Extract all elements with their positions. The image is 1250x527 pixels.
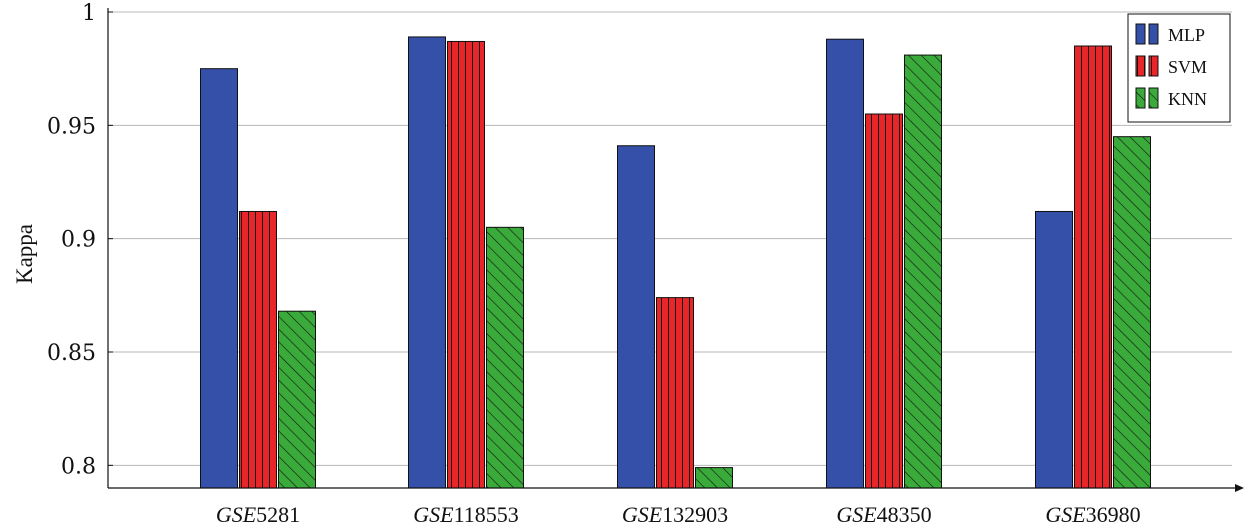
legend-swatch-knn — [1148, 87, 1159, 109]
bar-knn-gse36980 — [1113, 136, 1151, 489]
legend-swatch-mlp — [1148, 23, 1159, 45]
bar-mlp-gse48350 — [826, 38, 864, 489]
x-tick-label: GSE48350 — [836, 502, 931, 527]
legend-label-svm: SVM — [1168, 57, 1207, 77]
y-tick-label: 0.8 — [61, 454, 96, 479]
x-tick-label-prefix: GSE — [622, 502, 663, 527]
x-tick-label-number: 48350 — [877, 502, 932, 527]
x-tick-label-prefix: GSE — [836, 502, 877, 527]
x-tick-label-number: 36980 — [1086, 502, 1141, 527]
y-axis-label: Kappa — [12, 224, 37, 284]
bar-mlp-gse5281 — [200, 68, 238, 489]
bar-mlp-gse132903 — [617, 145, 655, 489]
legend-label-mlp: MLP — [1168, 25, 1205, 45]
bar-knn-gse5281 — [278, 310, 316, 489]
x-tick-label: GSE118553 — [413, 502, 519, 527]
bar-svm-gse132903 — [656, 297, 694, 489]
bar-svm-gse36980 — [1074, 45, 1112, 489]
x-tick-label-prefix: GSE — [413, 502, 454, 527]
x-tick-label-prefix: GSE — [216, 502, 257, 527]
legend-swatch-svm — [1135, 55, 1146, 77]
bar-svm-gse48350 — [865, 113, 903, 489]
y-tick-label: 0.85 — [47, 341, 96, 366]
y-tick-label: 0.9 — [61, 228, 96, 253]
legend-swatch-svm — [1148, 55, 1159, 77]
y-tick-label: 1 — [82, 1, 96, 26]
axes — [107, 8, 1244, 492]
x-axis-arrow — [1235, 484, 1244, 492]
bar-mlp-gse118553 — [408, 36, 446, 489]
legend-swatch-mlp — [1135, 23, 1146, 45]
x-tick-label-number: 5281 — [256, 502, 300, 527]
bars — [200, 36, 1151, 489]
bar-svm-gse5281 — [239, 210, 277, 489]
legend-swatch-knn — [1135, 87, 1146, 109]
x-tick-label-prefix: GSE — [1045, 502, 1086, 527]
x-tick-label-number: 118553 — [454, 502, 519, 527]
y-tick-label: 0.95 — [47, 114, 96, 139]
legend: MLP SVM KNN — [1127, 13, 1231, 123]
bar-mlp-gse36980 — [1035, 210, 1073, 489]
x-tick-label: GSE36980 — [1045, 502, 1140, 527]
legend-label-knn: KNN — [1168, 89, 1207, 109]
bar-svm-gse118553 — [447, 40, 485, 489]
bar-knn-gse48350 — [904, 54, 942, 489]
bar-knn-gse132903 — [695, 467, 733, 489]
x-tick-label-number: 132903 — [662, 502, 728, 527]
x-tick-label: GSE5281 — [216, 502, 300, 527]
x-tick-label: GSE132903 — [622, 502, 728, 527]
bar-knn-gse118553 — [486, 226, 524, 489]
